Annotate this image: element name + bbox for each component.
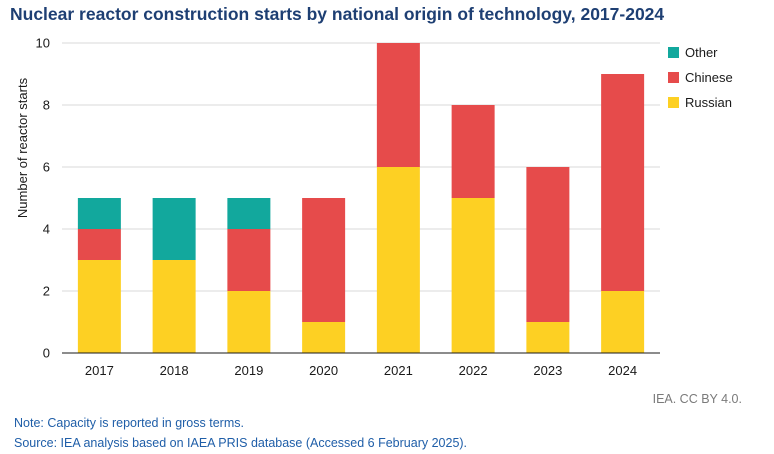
bar-segment-chinese bbox=[526, 167, 570, 322]
y-tick-label: 4 bbox=[43, 222, 50, 237]
bar-segment-russian bbox=[526, 322, 570, 353]
source-text: Source: IEA analysis based on IAEA PRIS … bbox=[14, 436, 468, 450]
legend-item-other: Other bbox=[668, 40, 733, 65]
y-tick-label: 6 bbox=[43, 160, 50, 175]
legend-swatch bbox=[668, 47, 679, 58]
x-tick-label: 2018 bbox=[160, 363, 189, 378]
legend-label: Russian bbox=[685, 95, 732, 110]
bar-segment-other bbox=[152, 198, 196, 260]
x-tick-label: 2024 bbox=[608, 363, 637, 378]
bar-segment-chinese bbox=[376, 43, 420, 167]
bar-segment-russian bbox=[302, 322, 346, 353]
bar-segment-russian bbox=[77, 260, 121, 353]
bar-segment-chinese bbox=[227, 229, 271, 291]
legend-item-chinese: Chinese bbox=[668, 65, 733, 90]
bar-segment-russian bbox=[376, 167, 420, 353]
legend-swatch bbox=[668, 72, 679, 83]
y-tick-label: 8 bbox=[43, 98, 50, 113]
legend-label: Other bbox=[685, 45, 718, 60]
chart-title: Nuclear reactor construction starts by n… bbox=[10, 4, 665, 24]
x-tick-label: 2023 bbox=[533, 363, 562, 378]
bar-segment-chinese bbox=[601, 74, 645, 291]
bar-segment-other bbox=[77, 198, 121, 229]
legend-item-russian: Russian bbox=[668, 90, 733, 115]
bar-segment-chinese bbox=[77, 229, 121, 260]
bar-segment-chinese bbox=[302, 198, 346, 322]
x-tick-label: 2022 bbox=[459, 363, 488, 378]
y-tick-label: 2 bbox=[43, 284, 50, 299]
legend-swatch bbox=[668, 97, 679, 108]
y-axis-label: Number of reactor starts bbox=[15, 77, 30, 218]
x-tick-label: 2019 bbox=[234, 363, 263, 378]
legend: Other Chinese Russian bbox=[668, 40, 733, 115]
y-tick-label: 10 bbox=[36, 36, 50, 51]
bar-segment-russian bbox=[227, 291, 271, 353]
credit-text: IEA. CC BY 4.0. bbox=[652, 392, 742, 406]
x-tick-label: 2017 bbox=[85, 363, 114, 378]
y-tick-label: 0 bbox=[43, 346, 50, 361]
x-tick-label: 2020 bbox=[309, 363, 338, 378]
bar-segment-russian bbox=[152, 260, 196, 353]
note-text: Note: Capacity is reported in gross term… bbox=[14, 416, 244, 430]
bar-segment-other bbox=[227, 198, 271, 229]
x-tick-label: 2021 bbox=[384, 363, 413, 378]
legend-label: Chinese bbox=[685, 70, 733, 85]
bar-segment-russian bbox=[601, 291, 645, 353]
bar-segment-chinese bbox=[451, 105, 495, 198]
bar-segment-russian bbox=[451, 198, 495, 353]
